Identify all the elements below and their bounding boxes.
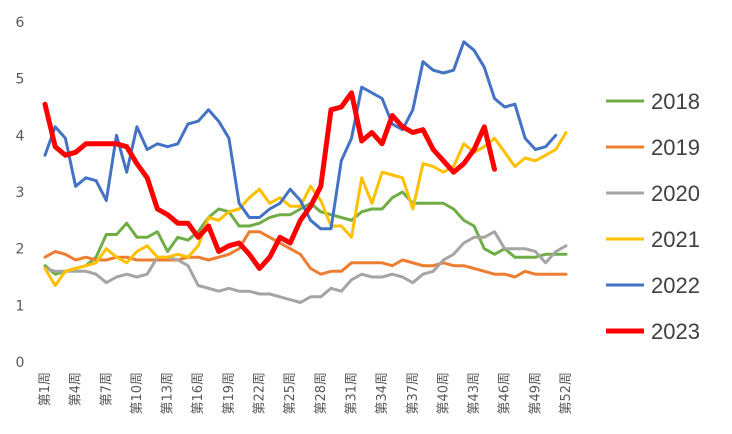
- y-tick-label: 3: [16, 185, 25, 201]
- legend-item-2022: 2022: [606, 273, 700, 298]
- legend-label: 2018: [651, 89, 700, 114]
- x-tick-label: 第1周: [38, 372, 53, 406]
- series-line-2023: [42, 90, 497, 271]
- y-tick-label: 2: [16, 242, 25, 258]
- legend-label: 2020: [651, 181, 700, 206]
- y-axis: 0 1 2 3 4 5 6: [16, 15, 25, 371]
- x-tick-label: 第34周: [375, 372, 390, 415]
- x-tick-label: 第4周: [69, 372, 84, 406]
- x-tick-label: 第19周: [222, 372, 237, 415]
- x-tick-label: 第52周: [559, 372, 574, 415]
- y-tick-label: 5: [16, 72, 25, 88]
- x-tick-label: 第31周: [344, 372, 359, 415]
- x-tick-label: 第22周: [253, 372, 268, 415]
- x-tick-label: 第37周: [406, 372, 421, 415]
- x-tick-label: 第25周: [283, 372, 298, 415]
- y-tick-label: 4: [16, 128, 25, 144]
- series-line-2020: [43, 230, 568, 304]
- series-line-2021: [43, 131, 568, 287]
- legend-label: 2019: [651, 135, 700, 160]
- x-tick-label: 第10周: [130, 372, 145, 415]
- x-tick-label: 第46周: [498, 372, 513, 415]
- series-lines: [42, 40, 568, 304]
- series-line-2019: [43, 230, 568, 279]
- x-tick-label: 第7周: [99, 372, 114, 406]
- x-tick-label: 第28周: [314, 372, 329, 415]
- legend-item-2020: 2020: [606, 181, 700, 206]
- x-tick-label: 第40周: [436, 372, 451, 415]
- x-tick-label: 第49周: [528, 372, 543, 415]
- x-axis: 第1周 第4周 第7周 第10周 第13周 第16周 第19周 第22周 第25周 第28周 第31…: [38, 372, 574, 415]
- legend-item-2023: 2023: [606, 319, 700, 344]
- y-tick-label: 1: [16, 298, 25, 314]
- legend-item-2019: 2019: [606, 135, 700, 160]
- legend-label: 2021: [651, 227, 700, 252]
- y-tick-label: 0: [16, 355, 25, 371]
- legend: 2018 2019 2020 2021 2022 2023: [606, 89, 700, 344]
- legend-label: 2022: [651, 273, 700, 298]
- legend-item-2021: 2021: [606, 227, 700, 252]
- x-tick-label: 第13周: [161, 372, 176, 415]
- y-tick-label: 6: [16, 15, 25, 31]
- x-tick-label: 第43周: [467, 372, 482, 415]
- x-tick-label: 第16周: [191, 372, 206, 415]
- legend-label: 2023: [651, 319, 700, 344]
- legend-item-2018: 2018: [606, 89, 700, 114]
